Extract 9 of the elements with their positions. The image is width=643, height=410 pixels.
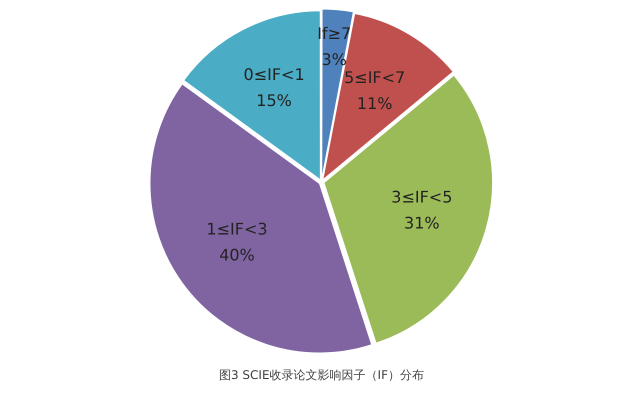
data-label: 40%: [219, 246, 255, 265]
data-label: 31%: [404, 213, 440, 232]
slice-label: 5≤IF<7: [344, 68, 406, 88]
slice-label: 0≤IF<1: [244, 65, 305, 84]
slice-label: 3≤IF<5: [391, 187, 452, 206]
data-label: 11%: [356, 94, 392, 114]
caption: 图3 SCIE收录论文影响因子（IF）分布: [218, 367, 424, 384]
data-label: 15%: [256, 91, 292, 110]
slice-label: 1≤IF<3: [206, 220, 268, 239]
